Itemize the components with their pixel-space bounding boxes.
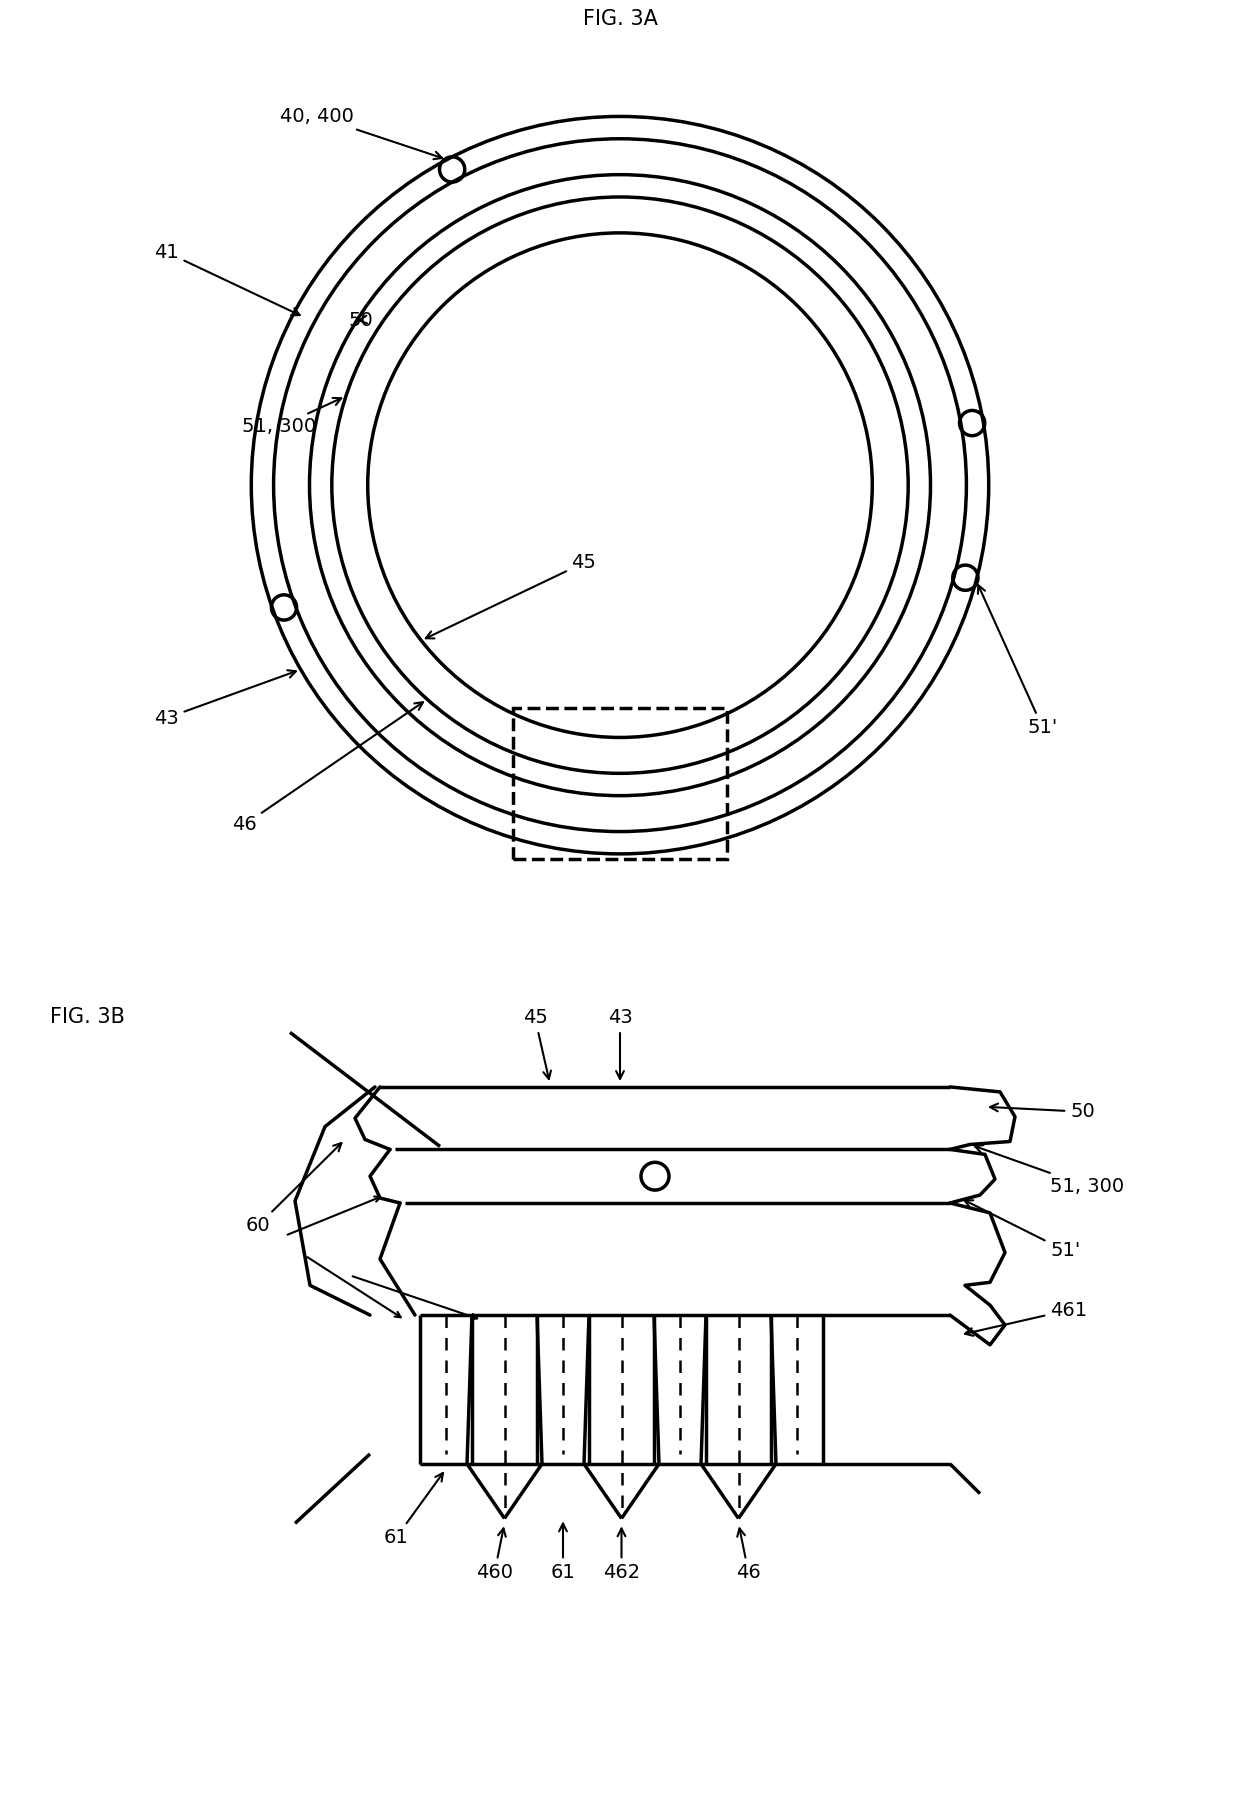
Text: 45: 45 <box>522 1008 551 1079</box>
Bar <box>513 708 727 859</box>
Text: 43: 43 <box>608 1008 632 1079</box>
Text: 60: 60 <box>246 1142 341 1235</box>
Text: FIG. 3A: FIG. 3A <box>583 9 657 29</box>
Text: 46: 46 <box>232 703 423 834</box>
Text: 51': 51' <box>965 1200 1080 1260</box>
Text: 41: 41 <box>154 243 300 316</box>
Text: 61: 61 <box>551 1524 575 1582</box>
Text: 461: 461 <box>965 1300 1087 1337</box>
Text: 462: 462 <box>603 1529 640 1582</box>
Text: 50: 50 <box>348 311 373 331</box>
Text: 45: 45 <box>425 554 596 639</box>
Text: 40, 400: 40, 400 <box>280 107 441 160</box>
Text: 43: 43 <box>154 670 296 728</box>
Text: 50: 50 <box>990 1102 1095 1120</box>
Text: 51, 300: 51, 300 <box>975 1146 1125 1195</box>
Text: 46: 46 <box>737 1529 761 1582</box>
Text: 61: 61 <box>383 1473 443 1547</box>
Text: 460: 460 <box>476 1529 513 1582</box>
Text: 51, 300: 51, 300 <box>242 398 341 436</box>
Text: 51': 51' <box>978 585 1058 737</box>
Text: FIG. 3B: FIG. 3B <box>50 1008 125 1028</box>
